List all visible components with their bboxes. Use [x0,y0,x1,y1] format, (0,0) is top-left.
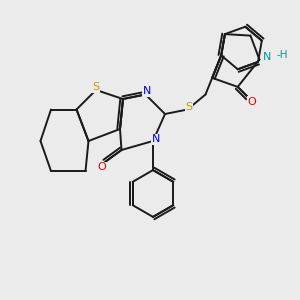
Text: N: N [143,86,151,96]
Text: S: S [92,82,100,92]
Text: -H: -H [277,50,288,60]
Text: S: S [185,101,193,112]
Text: N: N [152,134,160,145]
Text: O: O [98,162,106,172]
Text: N: N [263,52,271,61]
Text: O: O [248,97,256,107]
